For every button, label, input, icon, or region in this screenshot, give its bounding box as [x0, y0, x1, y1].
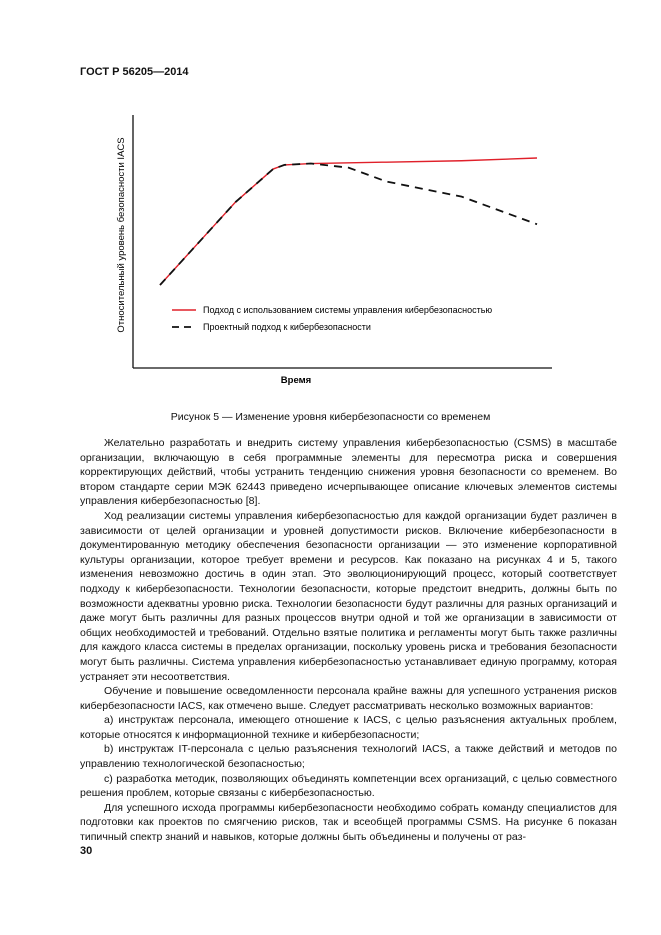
paragraph: Обучение и повышение осведомленности пер… [80, 685, 617, 712]
list-item: c) разработка методик, позволяющих объед… [80, 772, 617, 800]
page-number: 30 [80, 845, 93, 857]
body-text: Желательно разработать и внедрить систем… [80, 436, 617, 845]
document-header: ГОСТ Р 56205—2014 [80, 66, 189, 78]
legend-label-project: Проектный подход к кибербезопасности [203, 322, 371, 332]
series-line-csms [159, 157, 538, 286]
paragraph: Для успешного исхода программы кибербезо… [80, 801, 617, 844]
legend-label-csms: Подход с использованием системы управлен… [203, 305, 492, 315]
figure-caption: Рисунок 5 — Изменение уровня кибербезопа… [170, 411, 491, 423]
y-axis-label: Относительный уровень безопасности IACS [116, 137, 127, 332]
paragraph: Желательно разработать и внедрить систем… [80, 437, 617, 508]
list-item: a) инструктаж персонала, имеющего отноше… [80, 714, 617, 741]
x-axis-label: Время [281, 375, 311, 386]
list-item: b) инструктаж IT-персонала с целью разъя… [80, 743, 617, 771]
series-line-project [159, 162, 538, 286]
paragraph: Ход реализации системы управления киберб… [80, 509, 617, 683]
legend: Подход с использованием системы управлен… [172, 305, 492, 332]
